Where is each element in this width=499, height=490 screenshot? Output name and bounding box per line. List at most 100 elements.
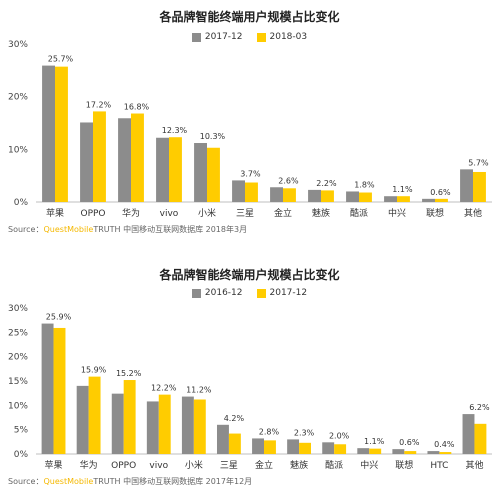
source-prefix: Source： [8, 477, 44, 486]
bar-series-2 [158, 394, 171, 454]
x-tick-label: 联想 [426, 207, 444, 219]
data-label: 11.2% [186, 386, 212, 395]
x-tick-label: 酷派 [350, 207, 368, 219]
bar-series-2 [193, 399, 206, 454]
data-label: 17.2% [86, 100, 112, 109]
legend-swatch [256, 288, 266, 298]
bar-series-2 [404, 451, 417, 454]
source-prefix: Source： [8, 225, 44, 234]
x-tick-label: 魅族 [312, 207, 330, 219]
source-note: Source：QuestMobileTRUTH 中国移动互联网数据库 2018年… [8, 224, 247, 235]
legend-label: 2016-12 [204, 288, 243, 298]
data-label: 5.7% [468, 158, 489, 167]
x-tick-label: 小米 [198, 207, 216, 219]
y-tick-label: 10% [8, 401, 28, 411]
source-rest: TRUTH 中国移动互联网数据库 2018年3月 [93, 225, 248, 234]
bar-series-1 [287, 439, 300, 454]
x-tick-label: 小米 [185, 459, 203, 471]
x-tick-label: 苹果 [45, 459, 63, 471]
bar-series-2 [474, 423, 487, 454]
data-label: 3.7% [240, 169, 261, 178]
bar-series-2 [169, 137, 182, 202]
bar-series-1 [216, 424, 229, 454]
data-label: 12.2% [151, 384, 177, 393]
y-tick-label: 20% [8, 353, 28, 363]
data-label: 0.6% [430, 188, 451, 197]
y-tick-label: 15% [8, 377, 28, 387]
chart-panel-2018: 各品牌智能终端用户规模占比变化 2017-12 2018-03 0% 10% 20%… [0, 0, 499, 240]
bar-series-1 [422, 198, 435, 202]
bar-series-1 [357, 448, 370, 454]
bar-series-2 [228, 433, 241, 454]
data-label: 6.2% [469, 403, 490, 412]
bar-series-1 [80, 122, 93, 202]
chart-panel-2017: 各品牌智能终端用户规模占比变化 2016-12 2017-12 0% 5% 10% 1… [0, 258, 499, 490]
x-tick-label: 金立 [255, 459, 273, 471]
legend-item-series-1: 2017-12 [191, 32, 243, 42]
bar-series-1 [146, 401, 159, 454]
data-label: 0.6% [399, 438, 420, 447]
data-label: 2.2% [316, 179, 337, 188]
bar-series-2 [397, 196, 410, 202]
y-tick-label: 10% [8, 145, 28, 155]
bar-series-1 [427, 451, 440, 454]
bar-series-2 [264, 440, 276, 454]
data-label: 12.3% [162, 126, 188, 135]
x-tick-label: 三星 [236, 208, 254, 219]
bar-series-2 [334, 444, 347, 454]
bar-series-2 [93, 111, 106, 202]
y-tick-label: 25% [8, 328, 28, 338]
x-tick-label: vivo [149, 461, 168, 471]
bar-series-2 [131, 113, 144, 202]
bar-series-2 [53, 327, 66, 454]
x-tick-label: 三星 [220, 460, 238, 471]
source-rest: TRUTH 中国移动互联网数据库 2017年12月 [93, 477, 253, 486]
x-tick-label: 酷派 [325, 459, 343, 471]
x-tick-label: 华为 [80, 459, 98, 471]
chart-title: 各品牌智能终端用户规模占比变化 [159, 268, 340, 282]
bar-series-1 [252, 438, 264, 454]
bar-series-1 [41, 323, 54, 454]
bar-series-2 [473, 171, 486, 202]
legend-swatch [191, 288, 201, 298]
bar-series-1 [76, 385, 89, 454]
data-label: 4.2% [224, 414, 245, 423]
y-tick-label: 0% [14, 450, 29, 460]
bar-series-1 [194, 143, 207, 202]
bar-series-1 [384, 196, 397, 202]
legend-swatch [191, 32, 201, 42]
chart-legend: 2017-12 2018-03 [0, 32, 499, 42]
bar-series-1 [156, 137, 169, 202]
x-tick-label: 其他 [464, 207, 482, 219]
bar-series-1 [346, 191, 359, 202]
x-tick-label: 金立 [274, 207, 292, 219]
y-tick-label: 20% [8, 93, 28, 103]
bar-series-1 [392, 449, 405, 454]
bar-chart: 0% 10% 20% 30% 25.7% 苹果 17.2% OPPO 16.8% 华为 12.3% v… [8, 40, 492, 219]
y-tick-label: 0% [14, 198, 29, 208]
x-tick-label: 中兴 [388, 207, 406, 219]
data-label: 15.2% [116, 369, 142, 378]
bar-series-1 [42, 65, 55, 202]
source-note: Source：QuestMobileTRUTH 中国移动互联网数据库 2017年… [8, 476, 252, 487]
bar-series-1 [181, 396, 194, 454]
x-tick-label: 魅族 [290, 459, 308, 471]
bar-series-2 [245, 182, 258, 202]
bar-series-2 [439, 452, 452, 454]
x-tick-label: 其他 [465, 459, 483, 471]
source-brand: QuestMobile [43, 225, 94, 234]
bar-series-2 [123, 380, 136, 454]
data-label: 10.3% [200, 132, 226, 141]
x-tick-label: HTC [430, 461, 448, 471]
x-tick-label: OPPO [111, 461, 136, 471]
data-label: 15.9% [81, 366, 107, 375]
data-label: 2.0% [329, 431, 350, 440]
x-tick-label: OPPO [80, 209, 105, 219]
chart-title: 各品牌智能终端用户规模占比变化 [159, 10, 340, 24]
chart-legend: 2016-12 2017-12 [0, 288, 499, 298]
bar-series-2 [283, 188, 296, 202]
x-tick-label: 联想 [395, 459, 413, 471]
legend-item-series-2: 2017-12 [256, 288, 307, 298]
bar-series-1 [308, 189, 321, 202]
x-tick-label: vivo [160, 209, 179, 219]
